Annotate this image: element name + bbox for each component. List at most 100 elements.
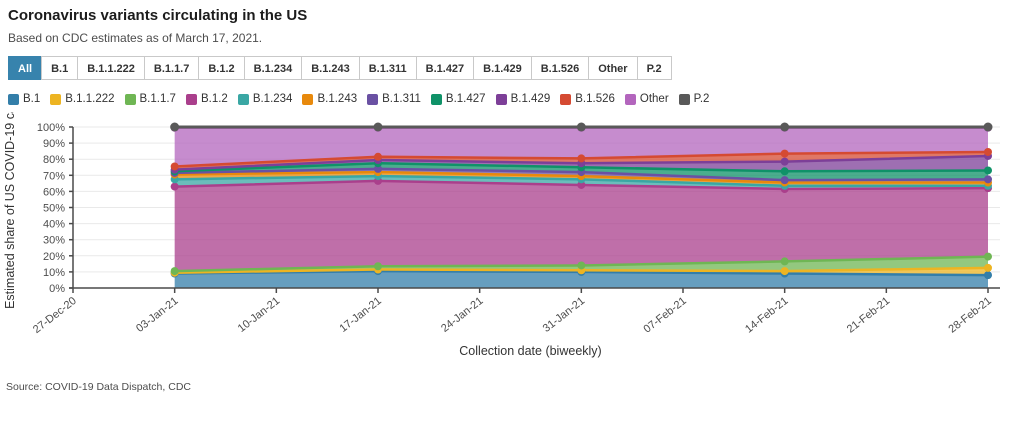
legend-label-B.1.429: B.1.429 [510, 93, 551, 105]
x-tick-label: 14-Feb-21 [743, 295, 790, 336]
dot-B.1.1.222-4 [984, 263, 992, 272]
y-tick-label: 40% [43, 219, 65, 231]
dot-B.1.526-4 [984, 147, 992, 156]
area-B.1.2 [174, 180, 988, 272]
legend-item-Other: Other [624, 93, 669, 105]
legend-item-B.1.526: B.1.526 [560, 93, 615, 105]
x-tick-label: 03-Jan-21 [134, 295, 180, 335]
legend-label-B.1.427: B.1.427 [445, 93, 486, 105]
tab-P.2[interactable]: P.2 [636, 56, 672, 80]
tab-All[interactable]: All [8, 56, 43, 80]
legend-swatch-B.1.526 [560, 93, 572, 105]
dot-B.1.311-3 [780, 176, 789, 185]
y-tick-label: 20% [43, 251, 65, 263]
y-tick-label: 30% [43, 235, 65, 247]
dot-B.1.2-2 [577, 180, 586, 189]
dot-B.1.1.7-2 [577, 261, 586, 270]
dot-B.1-4 [984, 271, 992, 280]
series-markers [170, 122, 993, 280]
legend-label-B.1.1.222: B.1.1.222 [65, 93, 115, 105]
dot-B.1.427-3 [780, 167, 789, 176]
x-tick-label: 21-Feb-21 [845, 295, 892, 336]
tab-B.1.1.222[interactable]: B.1.1.222 [77, 56, 145, 80]
legend-item-B.1.311: B.1.311 [367, 93, 421, 105]
x-tick-label: 17-Jan-21 [337, 295, 383, 335]
dot-B.1.1.7-0 [170, 267, 179, 276]
legend-item-B.1.1.222: B.1.1.222 [50, 93, 115, 105]
x-tick-label: 27-Dec-20 [31, 295, 79, 336]
tab-B.1.1.7[interactable]: B.1.1.7 [143, 56, 200, 80]
source-attribution: Source: COVID-19 Data Dispatch, CDC [6, 381, 191, 393]
dot-B.1.429-3 [780, 157, 789, 166]
legend-swatch-B.1.311 [367, 93, 379, 105]
legend-item-B.1.1.7: B.1.1.7 [124, 93, 176, 105]
tab-Other[interactable]: Other [588, 56, 638, 80]
legend-swatch-P.2 [678, 93, 690, 105]
x-tick-label: 24-Jan-21 [439, 295, 485, 335]
legend-swatch-B.1 [8, 93, 19, 105]
legend-swatch-B.1.1.222 [50, 93, 62, 105]
legend-swatch-B.1.2 [185, 93, 197, 105]
tab-B.1.526[interactable]: B.1.526 [530, 56, 590, 80]
dot-B.1.311-4 [984, 175, 992, 184]
legend-item-B.1.2: B.1.2 [185, 93, 228, 105]
y-tick-label: 80% [43, 154, 65, 166]
legend-swatch-B.1.427 [430, 93, 442, 105]
legend-swatch-Other [624, 93, 636, 105]
legend-item-P.2: P.2 [678, 93, 710, 105]
tab-B.1.243[interactable]: B.1.243 [301, 56, 360, 80]
dot-B.1.1.222-3 [780, 267, 789, 276]
legend-swatch-B.1.243 [302, 93, 314, 105]
variant-filter-tabs: All B.1 B.1.1.222 B.1.1.7 B.1.2 B.1.234 B.1.24… [8, 56, 672, 80]
tab-B.1.429[interactable]: B.1.429 [473, 56, 532, 80]
legend-label-B.1: B.1 [23, 93, 41, 105]
legend-item-B.1.243: B.1.243 [302, 93, 357, 105]
dot-B.1.1.7-4 [984, 252, 992, 261]
legend-item-B.1.427: B.1.427 [430, 93, 486, 105]
tab-B.1[interactable]: B.1 [41, 56, 79, 80]
x-tick-label: 31-Jan-21 [541, 295, 587, 335]
page-subtitle: Based on CDC estimates as of March 17, 2… [8, 31, 263, 45]
tab-B.1.234[interactable]: B.1.234 [243, 56, 303, 80]
tab-B.1.311[interactable]: B.1.311 [358, 56, 417, 80]
dot-P.2-4 [983, 122, 993, 132]
page-title: Coronavirus variants circulating in the … [8, 7, 308, 24]
x-tick-label: 28-Feb-21 [946, 295, 993, 336]
legend-label-B.1.1.7: B.1.1.7 [139, 93, 176, 105]
x-tick-label: 10-Jan-21 [236, 295, 282, 335]
y-tick-label: 50% [43, 203, 65, 215]
area-Other [174, 127, 988, 167]
tab-B.1.2[interactable]: B.1.2 [198, 56, 245, 80]
legend-item-B.1.429: B.1.429 [495, 93, 551, 105]
legend-label-B.1.2: B.1.2 [200, 93, 228, 105]
y-tick-label: 70% [43, 170, 65, 182]
dot-B.1.427-4 [984, 166, 992, 175]
legend-swatch-B.1.429 [495, 93, 507, 105]
y-tick-label: 10% [43, 267, 65, 279]
dot-B.1.311-1 [374, 164, 382, 173]
y-tick-label: 60% [43, 186, 65, 198]
legend-label-Other: Other [639, 93, 669, 105]
dot-B.1.2-0 [170, 182, 179, 191]
y-tick-label: 90% [43, 138, 65, 150]
x-axis-title: Collection date (biweekly) [459, 344, 601, 358]
stacked-area-chart: 0% 10% 20% 30% 40% 50% 60% 70% 80% 90% 100% 27-Dec-… [3, 112, 1000, 358]
legend-label-P.2: P.2 [693, 93, 710, 105]
dot-P.2-1 [373, 122, 383, 132]
dot-B.1.526-2 [577, 154, 586, 163]
dot-B.1.1.7-1 [374, 262, 382, 271]
x-tick-label: 07-Feb-21 [641, 295, 688, 336]
dot-B.1.526-3 [780, 149, 789, 158]
chart-legend: B.1 B.1.1.222 B.1.1.7 B.1.2 B.1.234 B.1.243 B.… [8, 93, 709, 105]
dot-B.1.1.7-3 [780, 257, 789, 266]
legend-label-B.1.243: B.1.243 [317, 93, 358, 105]
legend-label-B.1.234: B.1.234 [252, 93, 293, 105]
y-axis-title: Estimated share of US COVID-19 ca [3, 112, 17, 309]
y-tick-label: 100% [37, 122, 65, 134]
dot-B.1.526-1 [374, 152, 382, 161]
y-tick-label: 0% [49, 283, 65, 295]
legend-item-B.1.234: B.1.234 [237, 93, 293, 105]
dot-P.2-0 [170, 122, 180, 132]
tab-B.1.427[interactable]: B.1.427 [415, 56, 475, 80]
legend-label-B.1.526: B.1.526 [575, 93, 615, 105]
